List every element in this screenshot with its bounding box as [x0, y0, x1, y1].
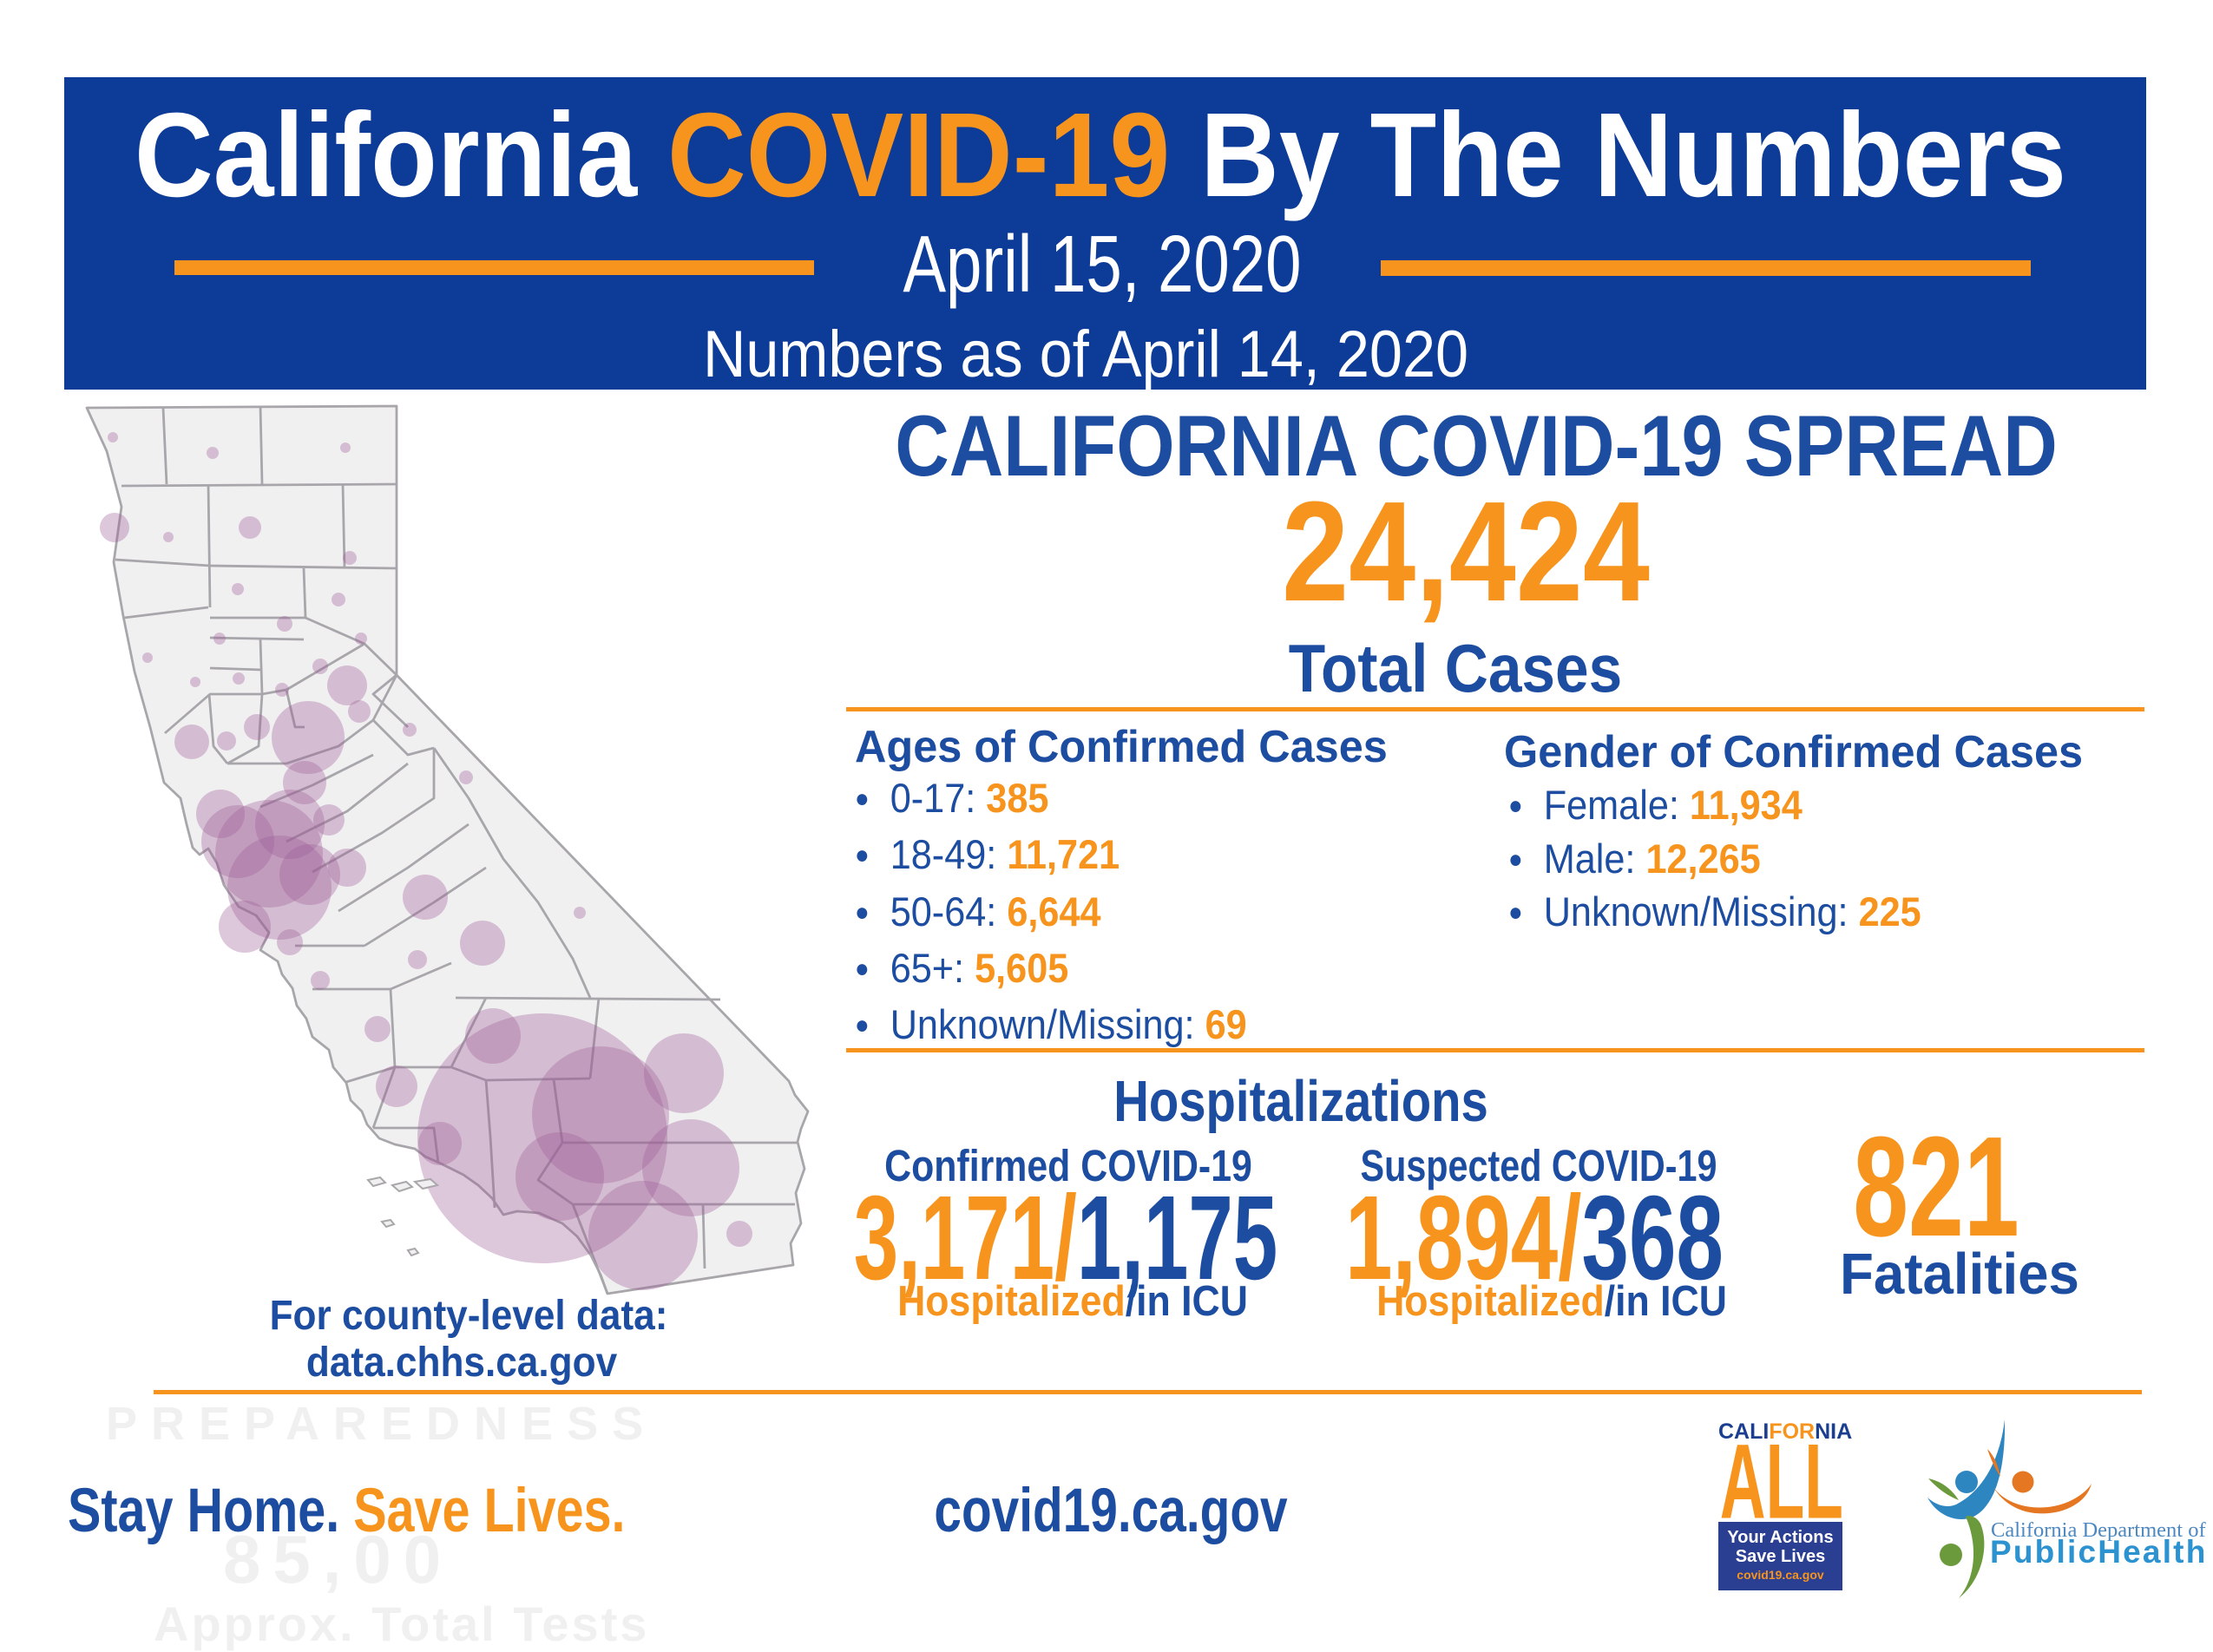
svg-text:California Department of: California Department of: [1991, 1518, 2206, 1542]
svg-text:PublicHealth: PublicHealth: [1990, 1534, 2208, 1570]
